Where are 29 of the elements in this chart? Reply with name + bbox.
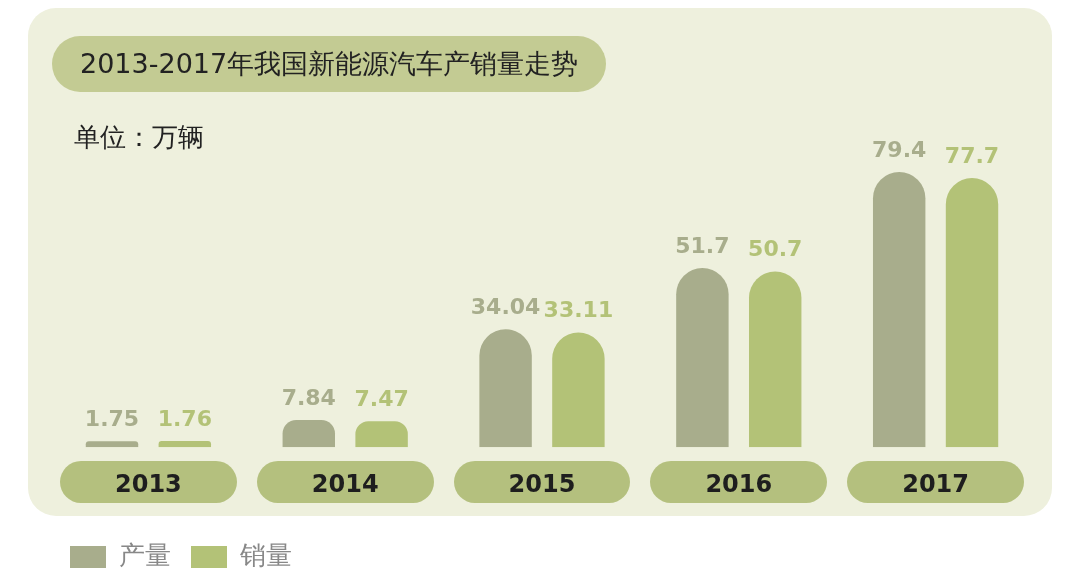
x-tick-label: 2014 [311,469,379,498]
data-label: 33.11 [543,297,614,323]
x-tick-label: 2016 [705,469,773,498]
bar [355,421,408,448]
data-label: 34.04 [470,293,541,319]
x-tick-label: 2013 [115,469,182,498]
data-label: 1.75 [84,405,140,431]
bar [479,329,532,448]
bar [945,177,999,448]
bar [748,271,802,448]
chart-title: 2013-2017年我国新能源汽车产销量走势 [52,36,607,92]
legend-label: 产量 [119,539,171,570]
bar [158,441,212,448]
bar [552,332,605,448]
x-tick-label: 2015 [508,469,576,498]
bar [282,420,336,448]
data-label: 51.7 [675,232,730,258]
data-label: 50.7 [748,236,803,262]
bar [85,441,139,448]
chart-subtitle: 单位：万辆 [74,121,204,154]
data-label: 7.84 [281,384,336,410]
data-label: 1.76 [157,405,212,431]
bar [872,172,926,448]
data-label: 79.4 [872,136,927,162]
bar [676,268,729,448]
data-label: 77.7 [944,142,1000,168]
legend-label: 销量 [239,539,292,570]
x-tick-label: 2017 [902,469,969,498]
data-label: 7.47 [354,386,409,412]
